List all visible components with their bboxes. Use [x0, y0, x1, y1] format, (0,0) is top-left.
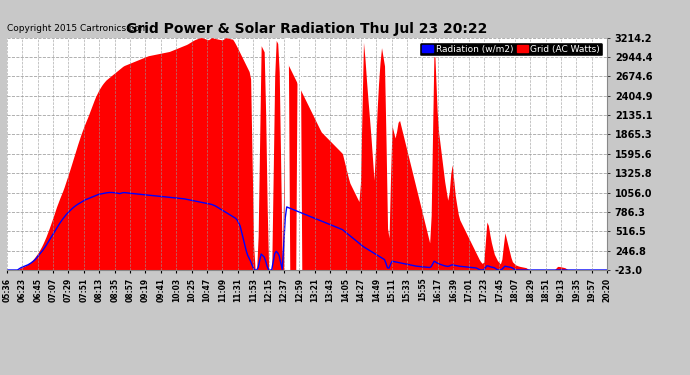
Text: Copyright 2015 Cartronics.com: Copyright 2015 Cartronics.com [7, 24, 148, 33]
Legend: Radiation (w/m2), Grid (AC Watts): Radiation (w/m2), Grid (AC Watts) [420, 42, 602, 56]
Title: Grid Power & Solar Radiation Thu Jul 23 20:22: Grid Power & Solar Radiation Thu Jul 23 … [126, 22, 488, 36]
